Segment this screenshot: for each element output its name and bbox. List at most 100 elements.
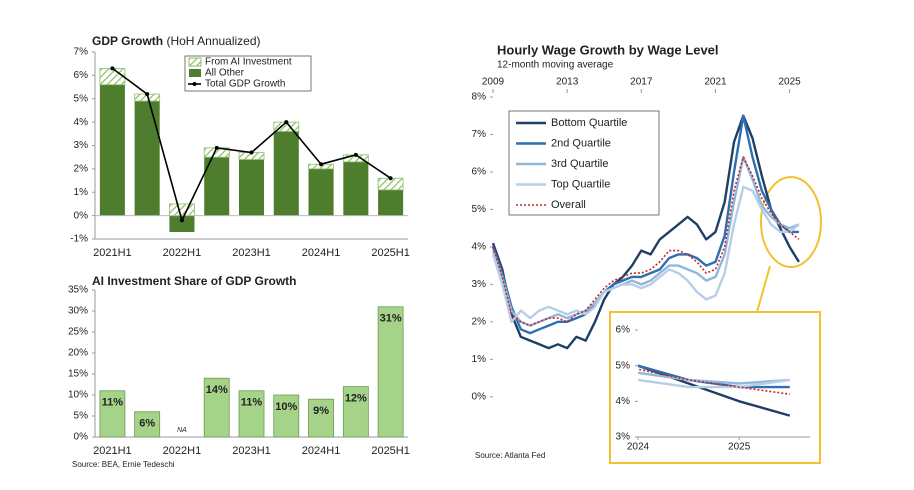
line-marker (319, 162, 324, 167)
bar-segment (308, 168, 334, 216)
line-marker (179, 218, 184, 223)
line (492, 156, 800, 327)
y-tick-label: 2% (472, 316, 487, 327)
inset-x-tick-label: 2024 (627, 442, 650, 453)
line-marker (110, 66, 115, 71)
source: Source: Atlanta Fed (475, 451, 545, 460)
x-tick-label: 2024H1 (302, 445, 341, 457)
x-tick-label: 2021 (704, 77, 727, 88)
y-tick-label: 5% (74, 411, 89, 422)
y-tick-label: 7% (74, 47, 89, 58)
legend-label: From AI Investment (205, 57, 292, 68)
y-tick-label: 2% (74, 164, 89, 175)
line-marker (145, 92, 150, 97)
inset-y-tick-label: 3% (616, 432, 631, 443)
source: Source: BEA, Ernie Tedeschi (72, 460, 175, 469)
value-label: 31% (380, 313, 402, 325)
value-label: 11% (102, 397, 124, 409)
legend-label: All Other (205, 68, 245, 79)
y-tick-label: 6% (74, 70, 89, 81)
line-marker (214, 145, 219, 150)
subtitle: 12-month moving average (497, 60, 614, 71)
value-label: 9% (313, 405, 329, 417)
legend-label: Total GDP Growth (205, 79, 285, 90)
inset-y-tick-label: 6% (616, 325, 631, 336)
chart-title: AI Investment Share of GDP Growth (92, 274, 296, 288)
y-tick-label: 30% (68, 306, 88, 317)
connector (756, 265, 771, 313)
y-tick-label: 5% (472, 204, 487, 215)
x-tick-label: 2023H1 (232, 247, 271, 259)
y-tick-label: -1% (70, 234, 88, 245)
legend-swatch (189, 69, 201, 77)
y-tick-label: 10% (68, 390, 88, 401)
x-tick-label: 2021H1 (93, 445, 132, 457)
line (491, 114, 799, 335)
y-tick-label: 25% (68, 327, 88, 338)
y-tick-label: 3% (472, 279, 487, 290)
y-tick-label: 3% (74, 140, 89, 151)
value-label: 12% (345, 393, 367, 405)
legend-swatch (192, 82, 197, 86)
bar (308, 398, 334, 438)
y-tick-label: 15% (68, 369, 88, 380)
x-tick-label: 2024H1 (302, 247, 341, 259)
subtitle: (HoH Annualized) (166, 34, 260, 48)
bar-segment (169, 215, 195, 232)
x-tick-label: 2013 (556, 77, 579, 88)
bar (377, 306, 404, 438)
legend-box (184, 55, 312, 92)
bar (342, 386, 369, 438)
value-label: 6% (139, 418, 155, 430)
value-label: 11% (241, 397, 263, 409)
line (491, 155, 800, 327)
legend-label: Bottom Quartile (551, 117, 627, 129)
x-tick-label: 2009 (482, 77, 505, 88)
value-label: 14% (206, 384, 228, 396)
legend-label: 3rd Quartile (551, 158, 608, 170)
legend-swatch (188, 57, 202, 67)
bar-segment (343, 161, 369, 216)
bar (238, 390, 265, 438)
bar-segment (378, 189, 404, 216)
y-tick-label: 0% (472, 391, 487, 402)
legend-label: Top Quartile (551, 178, 610, 190)
bar-segment (99, 84, 125, 216)
bar (273, 394, 300, 438)
legend-label: 2nd Quartile (551, 137, 611, 149)
inset-y-tick-label: 5% (616, 360, 631, 371)
x-tick-label: 2021H1 (93, 247, 132, 259)
bar-segment (238, 159, 265, 216)
y-tick-label: 0% (74, 432, 89, 443)
bar-segment (134, 101, 160, 216)
bar-segment (273, 131, 299, 216)
y-tick-label: 5% (74, 93, 89, 104)
y-tick-label: 1% (472, 354, 487, 365)
y-tick-label: 6% (472, 167, 487, 178)
bar-segment (99, 67, 126, 86)
inset-y-tick-label: 4% (616, 396, 631, 407)
chart-title: Hourly Wage Growth by Wage Level (497, 42, 719, 57)
y-tick-label: 20% (68, 348, 88, 359)
bar (99, 390, 126, 438)
line-marker (388, 176, 393, 181)
title: GDP Growth (92, 34, 163, 48)
bar (134, 411, 161, 438)
highlight (760, 176, 822, 268)
line (491, 185, 800, 323)
legend-label: Overall (551, 199, 586, 211)
x-tick-label: 2022H1 (163, 247, 202, 259)
x-tick-label: 2025H1 (371, 445, 410, 457)
y-tick-label: 7% (472, 129, 487, 140)
x-tick-label: 2022H1 (163, 445, 202, 457)
x-tick-label: 2017 (630, 77, 653, 88)
x-tick-label: 2025 (778, 77, 801, 88)
y-tick-label: 4% (472, 242, 487, 253)
y-tick-label: 8% (472, 92, 487, 103)
line-marker (353, 152, 358, 157)
inset-x-tick-label: 2025 (728, 442, 751, 453)
y-tick-label: 0% (74, 210, 89, 221)
bar (203, 377, 230, 438)
y-tick-label: 35% (68, 285, 88, 296)
